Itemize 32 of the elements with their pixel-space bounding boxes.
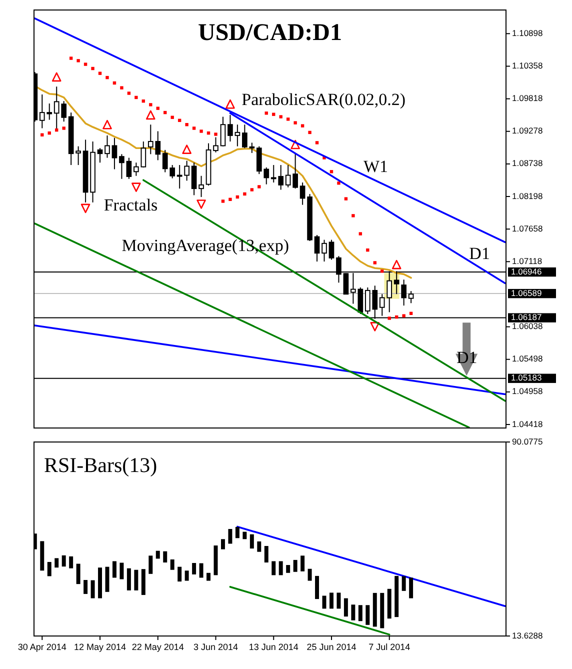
ref-line-label: 1.06589 [511, 288, 542, 298]
x-tick-label: 3 Jun 2014 [193, 642, 238, 652]
y-tick-label: 1.08738 [512, 158, 543, 168]
annotation: D1 [469, 244, 490, 263]
ref-line-label: 1.06946 [511, 266, 542, 276]
y-tick-label: 1.10358 [512, 60, 543, 70]
annotation: W1 [363, 156, 388, 176]
x-tick-label: 12 May 2014 [74, 642, 126, 652]
x-tick-label: 30 Apr 2014 [18, 642, 66, 652]
y-tick-label: 1.09818 [512, 93, 543, 104]
x-tick-label: 25 Jun 2014 [306, 642, 356, 652]
y-tick-label: 1.09278 [512, 126, 543, 136]
x-tick-label: 22 May 2014 [132, 642, 184, 652]
y-tick-label: 1.07118 [512, 256, 542, 266]
y-tick-label: 1.04958 [512, 386, 543, 396]
y-tick-label: 1.05498 [512, 354, 543, 364]
y-tick-label: 1.07658 [512, 223, 543, 234]
annotation: ParabolicSAR(0.02,0.2) [242, 90, 406, 110]
text: RSI-Bars(13) [44, 453, 158, 477]
ref-line-label: 1.06187 [511, 312, 542, 322]
y-tick-label: 90.0775 [512, 436, 543, 446]
annotation: D1 [456, 348, 478, 367]
y-tick-label: 1.06038 [512, 321, 543, 332]
y-tick-label: 1.04418 [512, 418, 543, 429]
x-tick-label: 7 Jul 2014 [368, 642, 410, 652]
x-tick-label: 13 Jun 2014 [248, 642, 298, 652]
annotation: Fractals [104, 195, 158, 214]
ref-line-label: 1.05183 [511, 372, 542, 383]
y-tick-label: 13.6288 [512, 630, 543, 640]
y-tick-label: 1.08198 [512, 190, 543, 201]
chart-title: USD/CAD:D1 [198, 20, 342, 46]
y-tick-label: 1.10898 [512, 28, 543, 38]
